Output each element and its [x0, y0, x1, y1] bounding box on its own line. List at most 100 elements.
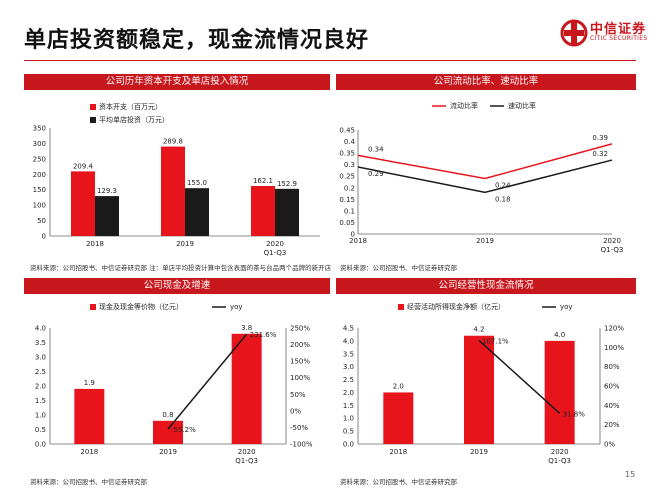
- y2-tick-label: 40%: [604, 402, 620, 410]
- bar-operating-cashflow: [383, 392, 414, 444]
- slide-title: 单店投资额稳定，现金流情况良好: [24, 28, 370, 53]
- citic-logo-icon: [560, 19, 588, 47]
- source-note-cash: 资料来源：公司招股书、中信证券研究部: [30, 478, 147, 486]
- y-tick-label: 1.0: [35, 412, 46, 420]
- y-tick-label: 4.0: [343, 337, 354, 345]
- y-tick-label: 3.5: [343, 350, 354, 358]
- panel-header-cash: 公司现金及增速: [24, 278, 330, 294]
- bar-operating-cashflow: [544, 340, 575, 444]
- y2-tick-label: 120%: [604, 325, 624, 333]
- y-tick-label: 4.5: [343, 325, 354, 333]
- bar-capex: [71, 171, 95, 236]
- panel-header-opcf: 公司经营性现金流情况: [336, 278, 636, 294]
- bar-avg-store: [275, 188, 299, 236]
- yoy-data-label: -55.2%: [171, 426, 196, 434]
- source-note-opcf: 资料来源：公司招股书、中信证券研究部: [340, 478, 457, 486]
- liquidity-ratio-chart: 0 0.05 0.1 0.15 0.2 0.25 0.3 0.35 0.4 0.45 0.34 0.2…: [339, 101, 624, 254]
- data-label: 209.4: [73, 162, 94, 170]
- y2-tick-label: 100%: [604, 344, 624, 352]
- logo-text-en: CITIC SECURITIES: [590, 35, 648, 42]
- legend-quick-ratio-label: 速动比率: [508, 101, 536, 110]
- series-line-current-ratio: [357, 143, 613, 180]
- y-tick-label: 300: [33, 140, 46, 148]
- legend-current-ratio-label: 流动比率: [450, 101, 478, 110]
- y-tick-label: 0.35: [339, 150, 355, 158]
- legend-cash-label: 现金及现金等价物（亿元）: [99, 302, 183, 311]
- bar-avg-store: [185, 188, 209, 236]
- legend-avg-store-label: 平均单店投资（万元）: [99, 115, 169, 124]
- y-tick-label: 2.0: [35, 383, 46, 391]
- y2-tick-label: 60%: [604, 383, 620, 391]
- y2-tick-label: -100%: [290, 441, 313, 449]
- source-note-capex: 资料来源：公司招股书、中信证券研究部 注：单店平均投资计算中包含表面的茶与台品两…: [30, 264, 332, 272]
- y-tick-label: 0.25: [339, 173, 355, 181]
- bar-operating-cashflow-x-tick-label: 2018: [389, 448, 407, 456]
- data-label: 129.3: [97, 187, 117, 195]
- data-label: 0.8: [162, 411, 173, 419]
- legend-capex-label: 资本开支（百万元）: [99, 102, 162, 111]
- y2-tick-label: 100%: [290, 374, 310, 382]
- liquidity-x-tick-label: 2019: [476, 237, 494, 245]
- page-number: 15: [625, 470, 636, 479]
- legend-yoy-label: yoy: [230, 303, 243, 311]
- data-label: 4.2: [473, 326, 484, 334]
- data-label: 0.39: [592, 134, 608, 142]
- y-tick-label: 1.5: [343, 402, 354, 410]
- y-tick-label: 2.0: [343, 389, 354, 397]
- y-tick-label: 0.15: [339, 196, 355, 204]
- bar-operating-cashflow-x-tick-label: Q1-Q3: [548, 457, 571, 465]
- data-label: 155.0: [187, 179, 207, 187]
- data-label: 162.1: [253, 177, 273, 185]
- y-tick-label: 0.4: [344, 138, 356, 146]
- y-tick-label: 2.5: [343, 376, 354, 384]
- y-tick-label: 250: [33, 155, 46, 163]
- yoy-data-label: 231.6%: [250, 331, 277, 339]
- y-tick-label: 1.0: [343, 415, 354, 423]
- y-tick-label: 0.45: [339, 127, 355, 135]
- capex-x-tick-label: 2020: [266, 240, 284, 248]
- y-tick-label: 50: [37, 217, 46, 225]
- data-label: 152.9: [277, 180, 297, 188]
- y-tick-label: 3.5: [35, 339, 46, 347]
- y-tick-label: 150: [33, 186, 46, 194]
- capex-x-tick-label: Q1-Q3: [264, 249, 287, 257]
- bar-operating-cashflow-x-tick-label: 2019: [470, 448, 488, 456]
- cash-growth-chart: 0.0 0.5 1.0 1.5 2.0 2.5 3.0 3.5 4.0 -100% -50% 0% 50…: [35, 302, 313, 465]
- y2-tick-label: 150%: [290, 358, 310, 366]
- data-label: 3.8: [241, 324, 252, 332]
- data-label: 1.9: [84, 379, 95, 387]
- y-tick-label: 0.05: [339, 219, 355, 227]
- series-line-opcf-yoy: [478, 339, 561, 414]
- y-tick-label: 0: [42, 233, 46, 241]
- y2-tick-label: 80%: [604, 363, 620, 371]
- series-line-quick-ratio: [357, 159, 613, 194]
- liquidity-x-tick-label: 2020: [603, 237, 621, 245]
- y-tick-label: 350: [33, 125, 46, 133]
- y2-tick-label: 0%: [604, 441, 615, 449]
- liquidity-x-tick-label: 2018: [349, 237, 367, 245]
- logo-text-cn: 中信证券: [590, 22, 647, 37]
- yoy-data-label: 107.1%: [482, 337, 509, 345]
- y-tick-label: 0.5: [35, 426, 46, 434]
- y2-tick-label: -50%: [290, 424, 308, 432]
- y-tick-label: 0.3: [344, 161, 355, 169]
- y-tick-label: 0.1: [344, 207, 355, 215]
- y-tick-label: 100: [33, 202, 46, 210]
- data-label: 0.29: [368, 170, 384, 178]
- bar-cash: [74, 388, 105, 444]
- y2-tick-label: 200%: [290, 341, 310, 349]
- y-tick-label: 1.5: [35, 397, 46, 405]
- bar-cash-x-tick-label: 2019: [159, 448, 177, 456]
- bar-cash-x-tick-label: 2018: [80, 448, 98, 456]
- bar-cash-x-tick-label: Q1-Q3: [235, 457, 258, 465]
- y-tick-label: 200: [33, 171, 46, 179]
- y-tick-label: 3.0: [343, 363, 354, 371]
- data-label: 4.0: [554, 331, 565, 339]
- legend-avg-store-swatch: [90, 117, 96, 123]
- y-tick-label: 0.2: [344, 184, 355, 192]
- yoy-data-label: 31.8%: [563, 410, 586, 418]
- liquidity-x-tick-label: Q1-Q3: [601, 246, 624, 254]
- bar-capex: [161, 146, 185, 236]
- legend-opcf-swatch: [398, 304, 404, 310]
- operating-cashflow-chart: 0.0 0.5 1.0 1.5 2.0 2.5 3.0 3.5 4.0 4.5 0% 20% 40% 60…: [343, 302, 625, 465]
